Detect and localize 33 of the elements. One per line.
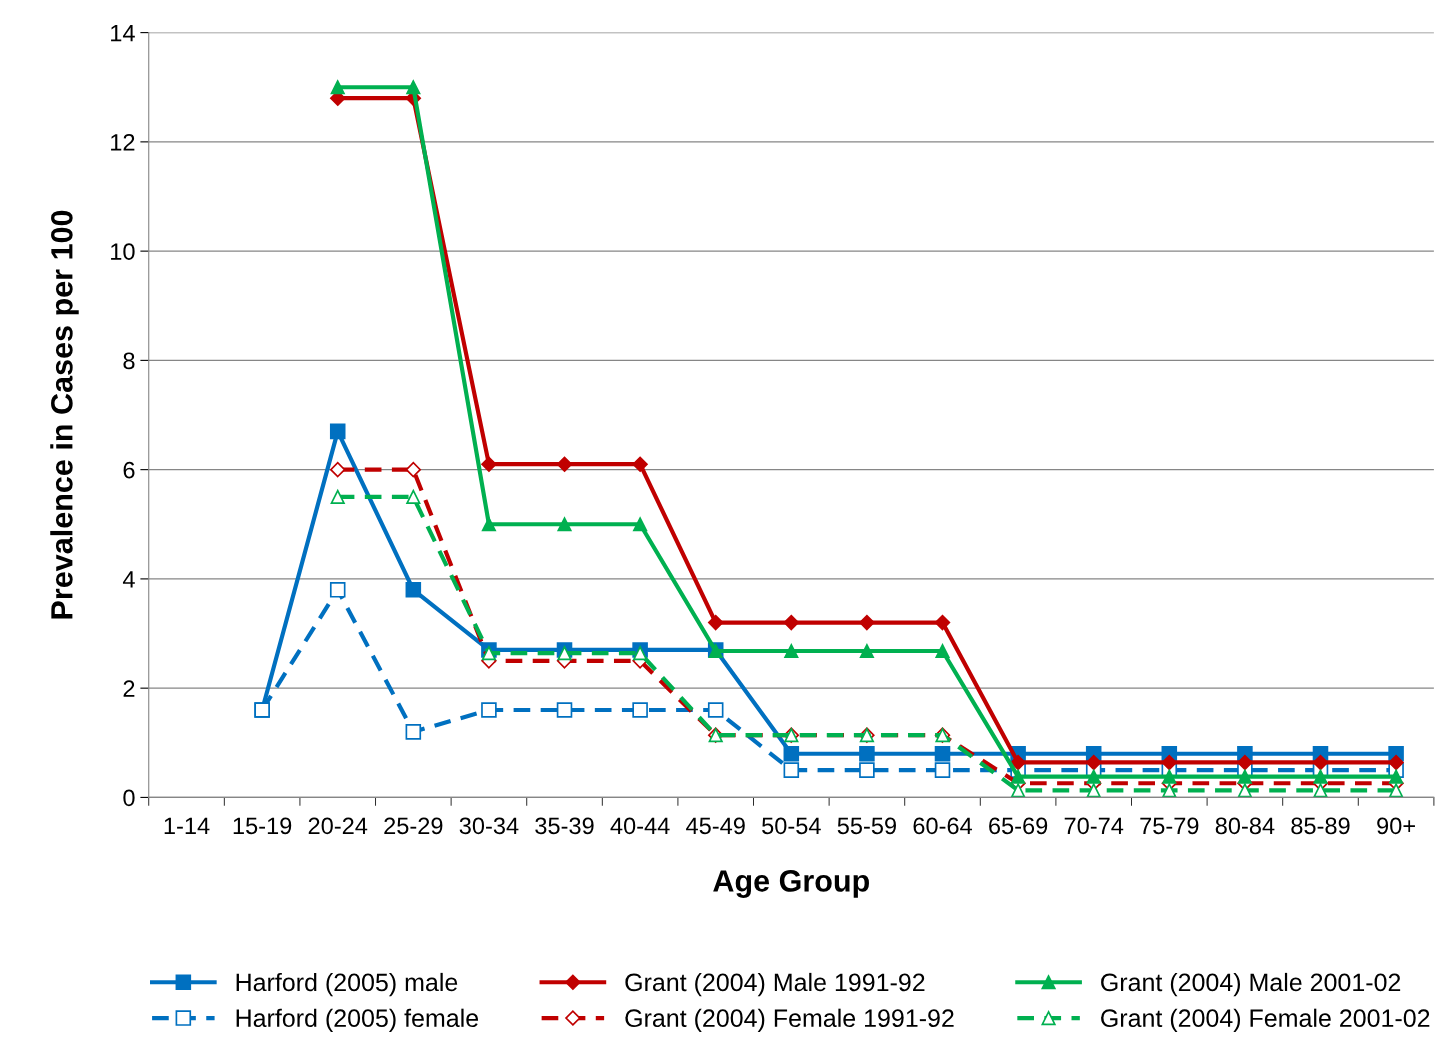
x-tick-label: 65-69 (989, 817, 1048, 835)
legend-label: Grant (2004) Male 2001-02 (1101, 972, 1401, 997)
x-tick-label: 25-29 (384, 817, 443, 835)
x-tick-label: 60-64 (913, 817, 973, 835)
x-tick-label: 35-39 (535, 817, 594, 835)
x-tick-label: 50-54 (762, 817, 821, 835)
x-tick-label: 45-49 (686, 817, 745, 835)
legend-label: Grant (2004) Male 1991-92 (625, 972, 925, 997)
legend-label: Grant (2004) Female 1991-92 (625, 1008, 954, 1032)
x-axis-title: Age Group (713, 870, 869, 898)
x-tick-label: 30-34 (459, 817, 519, 835)
x-tick-label: 75-79 (1140, 817, 1199, 835)
x-tick-label: 70-74 (1064, 817, 1124, 835)
legend-label: Grant (2004) Female 2001-02 (1101, 1008, 1430, 1032)
y-tick-label: 6 (123, 461, 135, 479)
y-tick-label: 4 (122, 571, 135, 588)
y-tick-label: 10 (111, 243, 135, 260)
x-tick-label: 55-59 (837, 817, 896, 835)
x-tick-label: 80-84 (1215, 817, 1275, 835)
y-axis-title: Prevalence in Cases per 100 (50, 210, 79, 619)
legend-label: Harford (2005) female (236, 1008, 479, 1032)
x-tick-label: 90+ (1377, 817, 1415, 835)
y-tick-label: 0 (123, 789, 135, 807)
x-tick-label: 40-44 (610, 817, 670, 835)
y-tick-label: 2 (123, 680, 135, 697)
x-tick-label: 15-19 (233, 817, 292, 835)
y-tick-label: 8 (123, 352, 135, 370)
legend-label: Harford (2005) male (236, 972, 458, 997)
x-tick-label: 85-89 (1291, 817, 1350, 835)
x-tick-label: 1-14 (164, 817, 210, 834)
y-tick-label: 12 (111, 133, 135, 151)
x-tick-label: 20-24 (308, 817, 368, 835)
y-tick-label: 14 (111, 24, 135, 42)
